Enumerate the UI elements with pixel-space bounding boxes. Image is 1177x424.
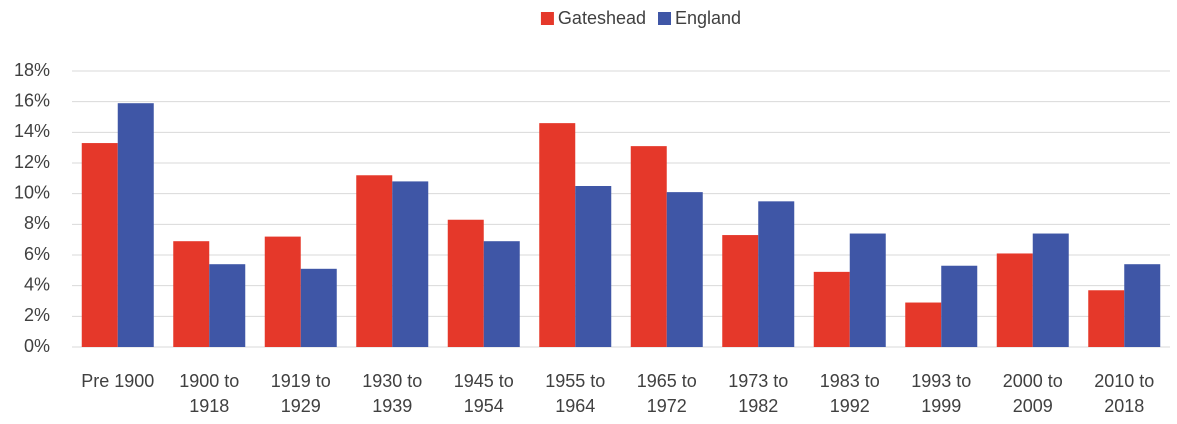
bar (483, 241, 520, 347)
x-tick-label: 2010 to 2018 (1094, 371, 1154, 416)
legend-label: England (675, 8, 741, 28)
x-tick-label: 1973 to 1982 (728, 371, 788, 416)
legend-label: Gateshead (558, 8, 646, 28)
x-tick-label: 2000 to 2009 (1003, 371, 1063, 416)
bar (666, 192, 703, 347)
y-tick-label: 6% (24, 244, 50, 264)
x-tick-label: 1930 to 1939 (362, 371, 422, 416)
x-tick-label: 1983 to 1992 (820, 371, 880, 416)
x-tick-label: Pre 1900 (81, 371, 154, 391)
bar (264, 236, 301, 347)
bar (392, 181, 429, 347)
y-tick-label: 8% (24, 213, 50, 233)
x-tick-label: 1955 to 1964 (545, 371, 605, 416)
y-tick-label: 4% (24, 274, 50, 294)
x-tick-label: 1900 to 1918 (179, 371, 239, 416)
bar (1032, 233, 1069, 347)
bar (1124, 264, 1161, 347)
y-tick-label: 10% (14, 182, 50, 202)
x-tick-label: 1993 to 1999 (911, 371, 971, 416)
bar (539, 123, 576, 347)
x-tick-label: 1945 to 1954 (454, 371, 514, 416)
bar (81, 143, 118, 347)
y-tick-label: 14% (14, 121, 50, 141)
bar (209, 264, 246, 347)
bar (996, 253, 1033, 347)
bar (447, 219, 484, 347)
x-tick-label: 1965 to 1972 (637, 371, 697, 416)
bar (630, 146, 667, 347)
bar (117, 103, 154, 347)
y-tick-label: 2% (24, 305, 50, 325)
bar (356, 175, 393, 347)
y-tick-label: 16% (14, 90, 50, 110)
x-tick-label: 1919 to 1929 (271, 371, 331, 416)
bar (1088, 290, 1125, 347)
bar (300, 268, 337, 347)
bar (849, 233, 886, 347)
y-tick-label: 0% (24, 336, 50, 356)
legend-swatch (658, 12, 672, 25)
legend: Gateshead England (540, 8, 741, 28)
bar (813, 271, 850, 347)
bar (941, 265, 978, 347)
bar (905, 302, 942, 347)
y-tick-label: 12% (14, 152, 50, 172)
legend-swatch (540, 12, 554, 25)
y-tick-label: 18% (14, 60, 50, 80)
bar (575, 186, 612, 347)
bar (758, 201, 795, 347)
bar (173, 241, 210, 347)
bar (722, 235, 759, 347)
